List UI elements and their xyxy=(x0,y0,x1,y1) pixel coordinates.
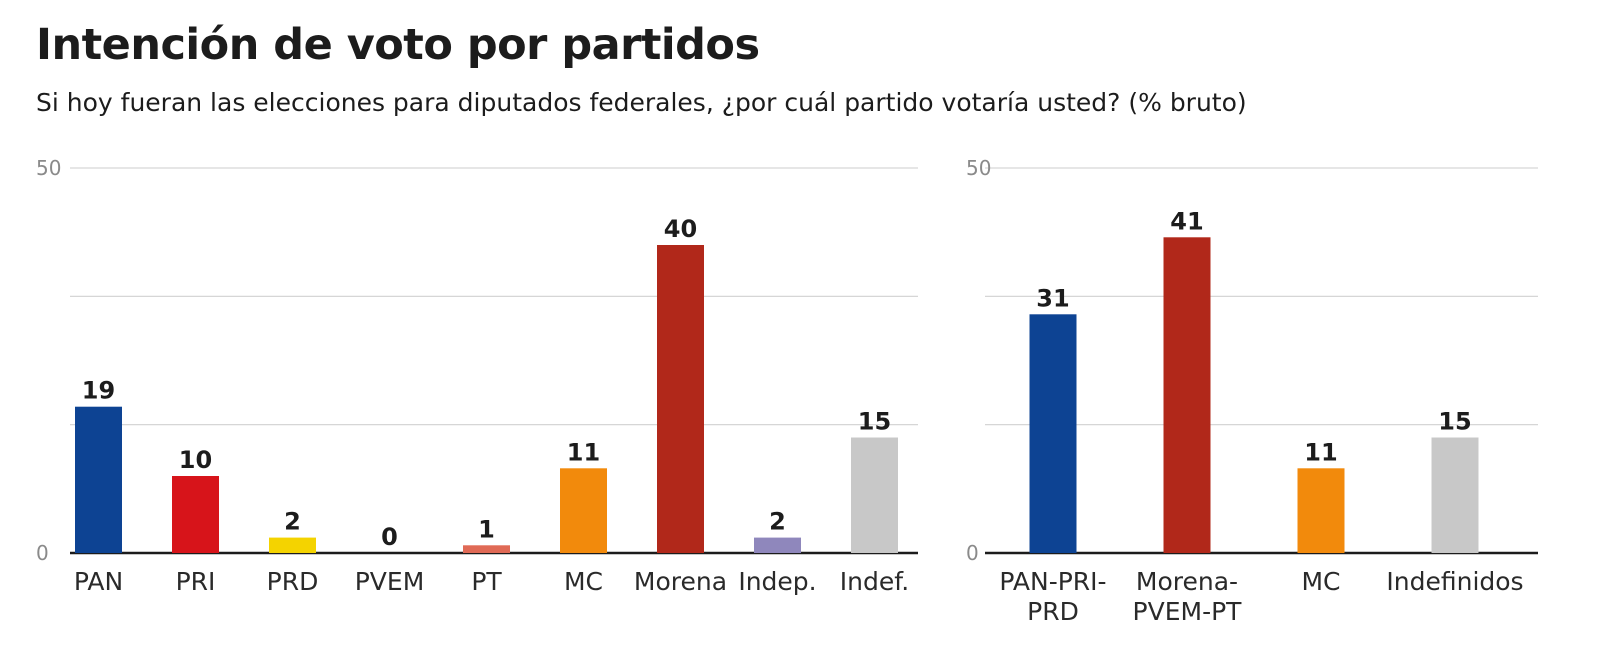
data-label: 2 xyxy=(769,508,786,536)
data-label: 41 xyxy=(1170,207,1203,235)
bar xyxy=(560,468,607,553)
x-tick-label: PRI xyxy=(176,567,216,596)
x-tick-label: Morena xyxy=(634,567,727,596)
chart-title: Intención de voto por partidos xyxy=(36,20,760,70)
chart-subtitle: Si hoy fueran las elecciones para diputa… xyxy=(36,88,1247,117)
x-tick-label: PRD xyxy=(267,567,319,596)
y-tick-label-min: 0 xyxy=(36,541,49,565)
bar xyxy=(463,545,510,553)
bar xyxy=(754,537,801,553)
y-tick-label-max: 50 xyxy=(36,156,61,180)
data-label: 11 xyxy=(567,438,600,466)
x-tick-label: Indefinidos xyxy=(1386,567,1523,596)
data-label: 15 xyxy=(1438,408,1471,436)
y-tick-label-min: 0 xyxy=(966,541,979,565)
data-label: 11 xyxy=(1304,438,1337,466)
data-label: 31 xyxy=(1036,284,1069,312)
x-tick-label: Indep. xyxy=(738,567,816,596)
data-label: 40 xyxy=(664,215,697,243)
bar xyxy=(1297,468,1345,553)
bar xyxy=(1431,437,1479,553)
bar xyxy=(1029,314,1077,553)
x-tick-label: PAN xyxy=(74,567,123,596)
y-tick-label-max: 50 xyxy=(966,156,991,180)
bar xyxy=(172,476,219,553)
x-tick-label: PT xyxy=(471,567,502,596)
x-tick-label: PRD xyxy=(1027,597,1079,626)
x-tick-label: PVEM xyxy=(355,567,425,596)
bar xyxy=(75,406,122,553)
x-tick-label: MC xyxy=(564,567,603,596)
data-label: 10 xyxy=(179,446,212,474)
data-label: 0 xyxy=(381,523,398,551)
bar xyxy=(657,245,704,553)
bar xyxy=(269,537,316,553)
x-tick-label: Morena- xyxy=(1136,567,1238,596)
x-tick-label: PVEM-PT xyxy=(1133,597,1243,626)
bar xyxy=(851,437,898,553)
data-label: 15 xyxy=(858,408,891,436)
bar xyxy=(1163,237,1211,554)
x-tick-label: MC xyxy=(1301,567,1340,596)
data-label: 1 xyxy=(478,515,495,543)
bar-chart-parties: 50 0 19 PAN 10 PRI 2 PRD 0 PVEM 1 PT 11 MC 40 Morena 2 In… xyxy=(36,156,918,596)
data-label: 19 xyxy=(82,377,115,405)
x-tick-label: Indef. xyxy=(840,567,909,596)
data-label: 2 xyxy=(284,508,301,536)
x-tick-label: PAN-PRI- xyxy=(999,567,1106,596)
